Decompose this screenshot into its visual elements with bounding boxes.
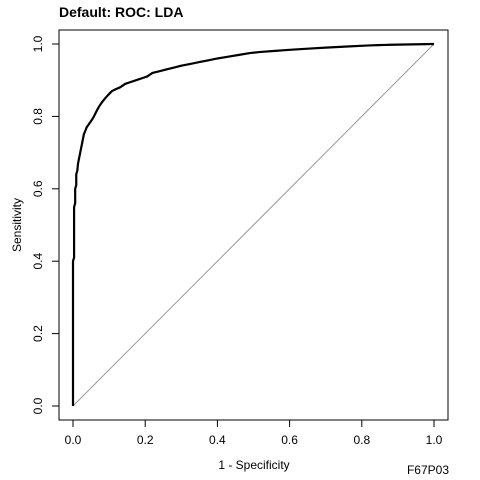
x-tick-label: 0.4	[209, 433, 226, 447]
x-tick-label: 0.6	[281, 433, 298, 447]
y-tick-label: 0.6	[31, 180, 45, 197]
x-tick-label: 0.0	[65, 433, 82, 447]
roc-curve-line	[71, 42, 435, 406]
x-tick-label: 0.2	[137, 433, 154, 447]
y-tick-label: 1.0	[31, 35, 45, 52]
chart-title: Default: ROC: LDA	[59, 4, 183, 20]
reference-diagonal-line	[72, 43, 435, 407]
x-tick-label: 0.8	[353, 433, 370, 447]
y-tick-label: 0.2	[31, 325, 45, 342]
y-tick-label: 0.8	[31, 108, 45, 125]
figure-code: F67P03	[407, 463, 449, 477]
plot-frame	[58, 29, 449, 421]
y-axis: 0.0 0.2 0.4 0.6 0.8 1.0	[31, 35, 59, 414]
x-axis: 0.0 0.2 0.4 0.6 0.8 1.0	[65, 420, 443, 447]
x-axis-label: 1 - Specificity	[218, 458, 289, 472]
y-axis-label: Sensitivity	[10, 198, 24, 252]
y-tick-label: 0.4	[31, 253, 45, 270]
x-tick-label: 1.0	[426, 433, 443, 447]
y-tick-label: 0.0	[31, 397, 45, 414]
